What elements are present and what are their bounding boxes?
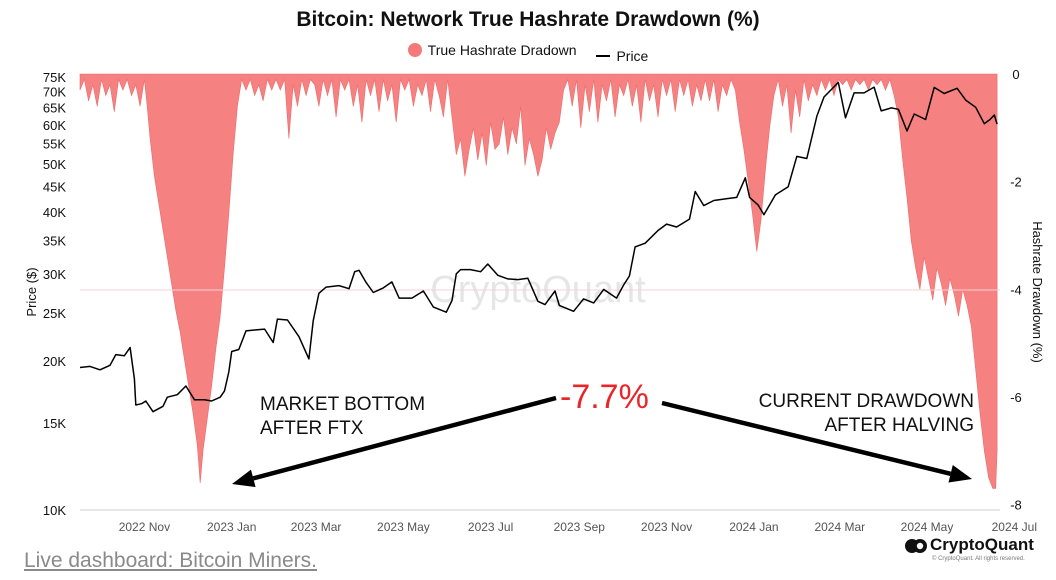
y-left-tick-label: 45K [43, 180, 66, 195]
x-tick-label: 2024 Jul [992, 520, 1037, 534]
x-tick-label: 2023 May [377, 520, 430, 534]
x-tick-label: 2024 Mar [814, 520, 865, 534]
brand-name: CryptoQuant [930, 535, 1034, 554]
arrow-to-current-drawdown [661, 400, 972, 483]
y-left-tick-label: 55K [43, 137, 66, 152]
x-tick-label: 2024 May [901, 520, 954, 534]
x-tick-label: 2024 Jan [729, 520, 778, 534]
y-left-tick-label: 60K [43, 118, 66, 133]
legend-label-drawdown: True Hashrate Dradown [427, 42, 577, 58]
y-left-tick-label: 40K [43, 205, 66, 220]
y-left-tick-label: 35K [43, 234, 66, 249]
y-left-tick-label: 50K [43, 157, 66, 172]
annotation-market-bottom: MARKET BOTTOM AFTER FTX [260, 393, 425, 441]
y-left-tick-label: 30K [43, 267, 66, 282]
y-left-tick-label: 10K [43, 503, 66, 518]
x-tick-label: 2022 Nov [119, 520, 170, 534]
y-left-axis-label: Price ($) [24, 267, 39, 316]
x-tick-label: 2023 Mar [291, 520, 342, 534]
annotation-current-drawdown-line1: CURRENT DRAWDOWN [758, 391, 974, 412]
legend-swatch-price [596, 55, 611, 57]
y-left-tick-label: 15K [43, 416, 66, 431]
legend-swatch-drawdown [407, 43, 422, 57]
legend-label-price: Price [616, 48, 649, 64]
y-left-tick-label: 20K [43, 354, 66, 369]
x-tick-label: 2023 Sep [554, 520, 606, 534]
series-price-line [79, 81, 998, 413]
annotation-current-drawdown: CURRENT DRAWDOWN AFTER HALVING [742, 390, 974, 438]
x-tick-label: 2023 Nov [641, 520, 692, 534]
annotation-current-drawdown-line2: AFTER HALVING [824, 415, 974, 436]
y-left-tick-label: 70K [43, 85, 66, 100]
arrow-to-market-bottom [232, 395, 557, 488]
annotation-drawdown-value: -7.7% [560, 378, 649, 416]
chart-legend: True Hashrate Dradown Price [0, 42, 1056, 64]
y-left-tick-label: 65K [43, 101, 66, 116]
y-right-tick-label: -6 [1010, 390, 1022, 405]
live-dashboard-link[interactable]: Live dashboard: Bitcoin Miners. [24, 549, 317, 572]
x-tick-label: 2023 Jan [207, 520, 256, 534]
legend-item-price[interactable]: Price [596, 48, 648, 64]
y-right-axis-label: Hashrate Drawdown (%) [1030, 221, 1045, 363]
chart-title: Bitcoin: Network True Hashrate Drawdown … [296, 8, 760, 31]
annotation-market-bottom-line2: AFTER FTX [260, 418, 364, 439]
x-tick-label: 2023 Jul [468, 520, 513, 534]
y-right-tick-label: -8 [1010, 498, 1022, 513]
y-right-tick-label: -4 [1010, 282, 1022, 297]
y-left-tick-label: 75K [43, 70, 66, 85]
y-right-tick-label: 0 [1012, 67, 1019, 82]
y-right-tick-label: -2 [1010, 175, 1022, 190]
brand-copyright: © CryptoQuant. All rights reserved. [932, 556, 1025, 562]
cryptoquant-logo-icon [905, 539, 927, 553]
legend-item-drawdown[interactable]: True Hashrate Dradown [407, 42, 577, 58]
series-drawdown-area [79, 73, 998, 489]
y-left-tick-label: 25K [43, 306, 66, 321]
annotation-market-bottom-line1: MARKET BOTTOM [260, 394, 426, 415]
